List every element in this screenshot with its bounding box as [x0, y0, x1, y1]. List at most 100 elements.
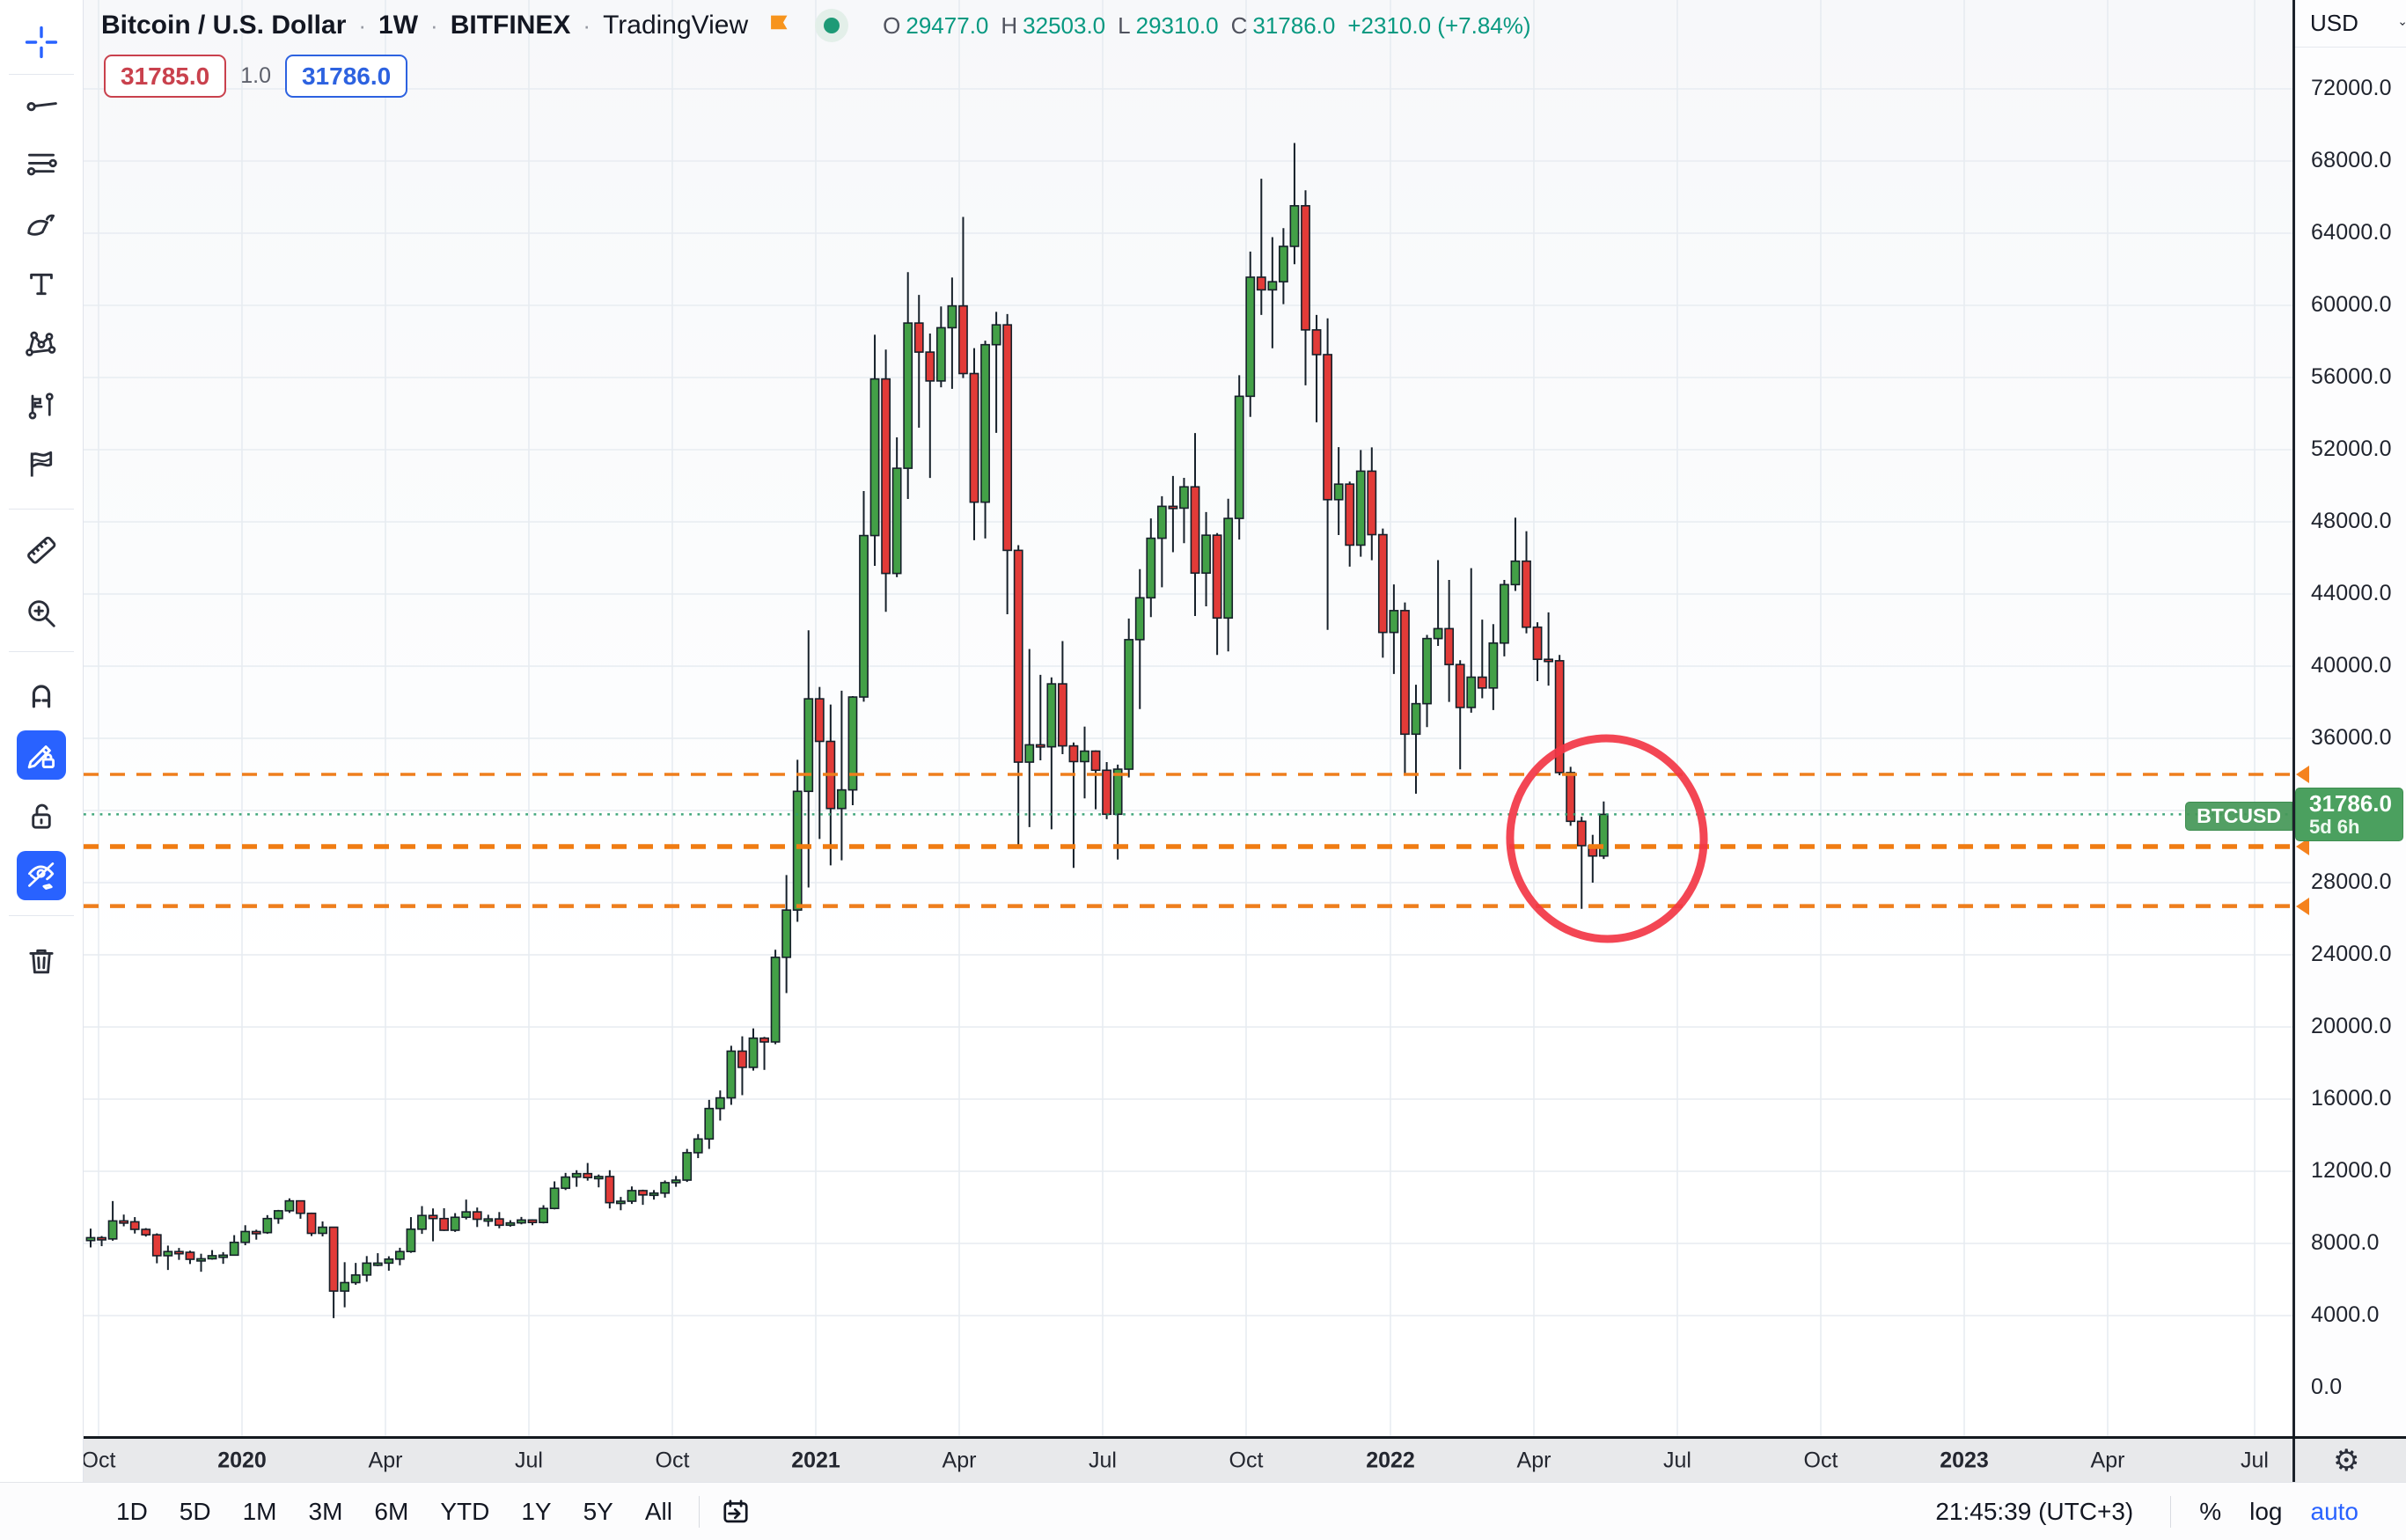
range-button-5y[interactable]: 5Y [583, 1497, 613, 1525]
time-tick-label: Jul [2241, 1448, 2269, 1472]
zoom-in-tool-icon[interactable] [17, 589, 66, 638]
remove-drawings-button[interactable] [17, 936, 66, 986]
range-button-1y[interactable]: 1Y [521, 1497, 552, 1525]
buy-button[interactable]: 31786.0 [284, 55, 408, 98]
interval-label[interactable]: 1W [378, 11, 419, 40]
xabcd-pattern-tool-icon[interactable] [17, 319, 66, 368]
market-status-icon[interactable] [815, 9, 849, 42]
time-tick-label: Oct [81, 1448, 116, 1472]
time-tick-label: Jul [1663, 1448, 1691, 1472]
title-separator: · [430, 11, 438, 39]
time-tick-label: 2021 [791, 1448, 840, 1472]
bar-countdown: 5d 6h [2309, 816, 2360, 839]
title-separator: · [358, 11, 367, 39]
time-tick-label: Jul [1089, 1448, 1117, 1472]
spread-value: 1.0 [240, 63, 271, 88]
time-tick-label: Apr [942, 1448, 977, 1472]
chart-settings-gear-icon[interactable]: ⚙ [2333, 1443, 2360, 1478]
high-value: 32503.0 [1023, 11, 1106, 39]
symbol-price-tag: BTCUSD [2185, 802, 2292, 831]
range-button-1m[interactable]: 1M [242, 1497, 277, 1525]
price-tick-label: 56000.0 [2311, 364, 2392, 389]
time-tick-label: Oct [655, 1448, 690, 1472]
ruler-tool-icon[interactable] [17, 525, 66, 575]
platform-label[interactable]: TradingView [603, 11, 749, 40]
time-tick-label: Oct [1803, 1448, 1838, 1472]
chart-pane[interactable]: Bitcoin / U.S. Dollar · 1W · BITFINEX · … [84, 0, 2292, 1436]
flag-tool-icon[interactable] [17, 440, 66, 489]
hide-drawings-mode-button[interactable] [17, 851, 66, 900]
exchange-label[interactable]: BITFINEX [450, 11, 571, 40]
go-to-date-button[interactable] [714, 1492, 758, 1532]
forecast-tool-icon[interactable] [17, 380, 66, 429]
date-range-switcher: 1D 5D 1M 3M 6M YTD 1Y 5Y All [104, 1492, 685, 1531]
bid-ask-row: 31785.0 1.0 31786.0 [104, 55, 408, 98]
locked-drawing-mode-button[interactable] [17, 730, 66, 780]
text-tool-icon[interactable] [17, 260, 66, 309]
price-tick-label: 16000.0 [2311, 1086, 2392, 1111]
current-price-label: 31786.0 5d 6h [2295, 788, 2403, 842]
percent-scale-button[interactable]: % [2199, 1497, 2222, 1525]
range-button-5d[interactable]: 5D [179, 1497, 211, 1525]
bottom-toolbar: 1D 5D 1M 3M 6M YTD 1Y 5Y All 21:45:39 (UTC+3) % … [0, 1482, 2406, 1540]
close-value: 31786.0 [1252, 11, 1336, 39]
auto-scale-button[interactable]: auto [2310, 1497, 2359, 1525]
price-tick-label: 48000.0 [2311, 509, 2392, 533]
price-tick-label: 36000.0 [2311, 725, 2392, 750]
range-button-all[interactable]: All [644, 1497, 672, 1525]
price-tick-label: 52000.0 [2311, 436, 2392, 461]
range-button-1d[interactable]: 1D [116, 1497, 148, 1525]
price-tick-label: 68000.0 [2311, 148, 2392, 172]
symbol-title[interactable]: Bitcoin / U.S. Dollar [101, 11, 347, 40]
drawing-toolbar [0, 0, 84, 1482]
magnet-tool-icon[interactable] [17, 671, 66, 720]
currency-label: USD [2310, 10, 2358, 36]
low-value: 29310.0 [1135, 11, 1219, 39]
unlock-all-drawings-button[interactable] [17, 792, 66, 841]
title-separator: · [583, 11, 591, 39]
time-tick-label: Apr [2090, 1448, 2125, 1472]
price-tick-label: 20000.0 [2311, 1014, 2392, 1038]
price-tick-label: 8000.0 [2311, 1230, 2380, 1255]
time-tick-label: Apr [1516, 1448, 1551, 1472]
time-tick-label: Oct [1229, 1448, 1264, 1472]
price-axis[interactable]: USD 72000.0 68000.0 64000.0 60000.0 56000.0 5… [2292, 0, 2406, 1436]
crosshair-tool-icon[interactable] [17, 18, 66, 67]
time-tick-label: 2020 [217, 1448, 267, 1472]
parallel-lines-tool-icon[interactable] [17, 137, 66, 187]
trend-line-tool-icon[interactable] [17, 80, 66, 129]
time-tick-label: Apr [368, 1448, 403, 1472]
time-axis[interactable]: Oct 2020 Apr Jul Oct 2021 Apr Jul Oct 2022 Apr Jul O… [81, 1436, 2406, 1482]
price-tick-label: 28000.0 [2311, 869, 2392, 894]
currency-selector[interactable]: USD [2295, 0, 2406, 48]
brush-tool-icon[interactable] [17, 199, 66, 248]
time-tick-label: 2023 [1940, 1448, 1989, 1472]
price-tick-label: 60000.0 [2311, 292, 2392, 317]
open-value: 29477.0 [906, 11, 989, 39]
level-marker-arrow-icon [2296, 897, 2309, 915]
level-marker-arrow-icon [2296, 766, 2309, 783]
range-button-ytd[interactable]: YTD [440, 1497, 490, 1525]
clock-timezone-button[interactable]: 21:45:39 (UTC+3) [1935, 1497, 2134, 1525]
change-value: +2310.0 (+7.84%) [1347, 11, 1531, 39]
time-tick-label: 2022 [1366, 1448, 1415, 1472]
price-tick-label: 40000.0 [2311, 653, 2392, 678]
log-scale-button[interactable]: log [2249, 1497, 2283, 1525]
price-tick-label: 72000.0 [2311, 76, 2392, 100]
price-tick-label: 0.0 [2311, 1375, 2343, 1399]
chevron-down-icon [2400, 21, 2405, 26]
bookmark-flag-icon[interactable] [765, 11, 795, 40]
sell-button[interactable]: 31785.0 [104, 55, 227, 98]
price-tick-label: 12000.0 [2311, 1158, 2392, 1183]
price-tick-label: 24000.0 [2311, 942, 2392, 966]
time-tick-label: Jul [515, 1448, 543, 1472]
level-marker-arrow-icon [2296, 838, 2309, 855]
price-tick-label: 4000.0 [2311, 1302, 2380, 1327]
candlestick-chart[interactable] [84, 0, 2292, 1436]
current-price-value: 31786.0 [2309, 790, 2392, 818]
range-button-6m[interactable]: 6M [374, 1497, 409, 1525]
range-button-3m[interactable]: 3M [308, 1497, 343, 1525]
price-tick-label: 64000.0 [2311, 220, 2392, 245]
symbol-header: Bitcoin / U.S. Dollar · 1W · BITFINEX · … [101, 9, 1531, 42]
